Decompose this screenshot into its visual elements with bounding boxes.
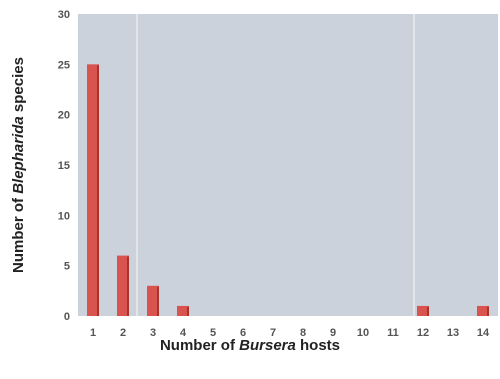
x-tick-12: 12 <box>417 327 429 339</box>
bar-3 <box>147 285 159 316</box>
x-tick-9: 9 <box>330 327 336 339</box>
bar-shade-4 <box>187 306 189 316</box>
y-tick-10: 10 <box>58 210 70 222</box>
x-tick-3: 3 <box>150 327 156 339</box>
y-tick-30: 30 <box>58 9 70 21</box>
bar-shade-14 <box>487 306 489 316</box>
bar-1 <box>87 64 99 316</box>
category-separators <box>136 14 415 316</box>
x-tick-6: 6 <box>240 327 246 339</box>
y-tick-0: 0 <box>64 311 70 323</box>
y-tick-labels: 0 5 10 15 20 25 30 <box>58 9 70 323</box>
y-tick-5: 5 <box>64 261 70 273</box>
x-tick-2: 2 <box>120 327 126 339</box>
x-tick-7: 7 <box>270 327 276 339</box>
x-tick-10: 10 <box>357 327 369 339</box>
bar-4 <box>177 305 189 316</box>
y-tick-25: 25 <box>58 59 70 71</box>
x-tick-14: 14 <box>477 327 490 339</box>
x-axis-title-suffix: hosts <box>296 337 340 354</box>
bar-shade-12 <box>427 306 429 316</box>
bars <box>87 64 489 316</box>
x-tick-13: 13 <box>447 327 459 339</box>
y-axis-title-prefix: Number of <box>10 194 27 273</box>
x-axis-title: Number of Bursera hosts <box>160 337 340 354</box>
plot-area <box>78 14 498 316</box>
x-tick-1: 1 <box>90 327 96 339</box>
x-tick-8: 8 <box>300 327 306 339</box>
y-axis-title-suffix: species <box>10 57 27 116</box>
bar-12 <box>417 305 429 316</box>
x-tick-4: 4 <box>180 327 187 339</box>
x-axis-title-prefix: Number of <box>160 337 239 354</box>
bar-shade-3 <box>157 286 159 316</box>
bar-shade-2 <box>127 256 129 316</box>
x-tick-5: 5 <box>210 327 216 339</box>
x-tick-11: 11 <box>387 327 399 339</box>
x-tick-labels: 1 2 3 4 5 6 7 8 9 10 11 12 13 14 <box>90 327 490 339</box>
y-axis-title-italic: Blepharida <box>10 116 27 194</box>
bar-shade-1 <box>97 65 99 316</box>
bar-14 <box>477 305 489 316</box>
x-axis-title-italic: Bursera <box>239 337 296 354</box>
y-tick-20: 20 <box>58 110 70 122</box>
y-tick-15: 15 <box>58 160 70 172</box>
y-axis-title: Number of Blepharida species <box>10 57 27 273</box>
bar-2 <box>117 255 129 316</box>
